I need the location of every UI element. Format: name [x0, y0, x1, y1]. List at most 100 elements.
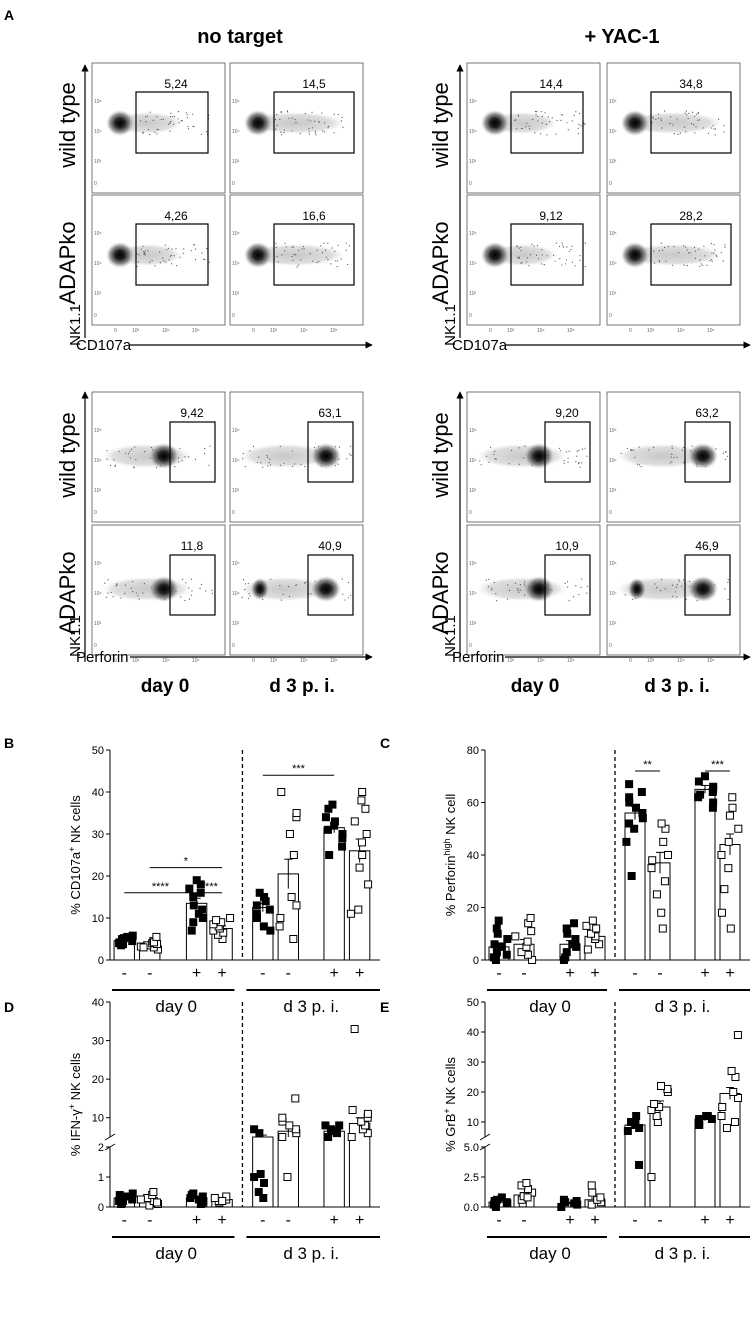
y-label-superscript: high	[442, 839, 452, 856]
facs-event-dot	[204, 447, 206, 450]
facs-event-dot	[187, 456, 189, 458]
facs-event-dot	[252, 445, 255, 447]
facs-event-dot	[529, 253, 532, 256]
facs-y-tick: 0	[232, 181, 235, 187]
facs-event-dot	[574, 265, 576, 267]
facs-event-dot	[173, 116, 175, 118]
data-point-ko	[730, 1118, 739, 1126]
y-tick-label: 20	[92, 1074, 104, 1086]
facs-event-dot	[696, 113, 698, 116]
facs-event-dot	[328, 125, 330, 127]
facs-event-dot	[303, 582, 306, 584]
facs-event-dot	[333, 132, 335, 134]
facs-event-dot	[186, 117, 188, 119]
facs-event-dot	[561, 242, 563, 244]
facs-x-tick: 10⁴	[677, 658, 685, 664]
facs-event-dot	[184, 599, 186, 602]
facs-event-dot	[342, 593, 344, 595]
facs-event-dot	[140, 248, 142, 250]
facs-event-dot	[516, 245, 518, 247]
facs-event-dot	[710, 127, 712, 129]
facs-event-dot	[191, 590, 193, 592]
y-axis-label: % Perforinhigh NK cell	[442, 794, 458, 917]
facs-event-dot	[718, 118, 720, 120]
facs-event-dot	[308, 128, 310, 130]
perforin-label-2: Perforin	[452, 649, 505, 666]
facs-event-dot	[281, 134, 283, 136]
facs-plot: 10³10³10⁴10⁴10⁵10⁵005,24	[91, 62, 226, 202]
facs-y-tick: 10⁴	[232, 129, 240, 135]
facs-x-tick: 10³	[507, 658, 515, 664]
facs-x-tick: 10⁴	[537, 328, 545, 334]
facs-event-dot	[568, 600, 570, 602]
facs-event-dot	[114, 465, 116, 467]
facs-gate	[273, 91, 355, 154]
facs-event-dot	[279, 464, 282, 466]
facs-event-dot	[663, 246, 666, 249]
facs-event-dot	[688, 112, 690, 114]
facs-plot: 10³ 10³ 10⁴ 10⁴ 10⁵ 10⁵ 0 0 46,9	[606, 524, 741, 664]
facs-gate	[307, 421, 354, 483]
facs-gate-value: 10,9	[555, 539, 579, 553]
facs-event-dot	[205, 131, 208, 133]
data-point-ko	[278, 1113, 287, 1122]
data-point-wt	[198, 905, 207, 914]
facs-event-dot	[242, 579, 245, 581]
facs-plot: 10³ 10³ 10⁴ 10⁴ 10⁵ 10⁵ 0 0 4,26	[91, 194, 226, 334]
facs-event-dot	[129, 457, 132, 459]
facs-event-dot	[280, 131, 282, 133]
facs-event-dot	[149, 111, 151, 113]
facs-event-dot	[523, 583, 525, 585]
category-label: +	[329, 965, 338, 982]
facs-event-dot	[190, 578, 192, 580]
data-point-ko	[355, 863, 364, 872]
facs-event-dot	[528, 128, 531, 130]
data-point-ko	[357, 796, 366, 805]
facs-event-dot	[690, 123, 693, 125]
facs-event-dot	[540, 133, 542, 135]
facs-x-tick: 10⁵	[192, 658, 200, 664]
data-point-ko	[724, 864, 733, 873]
facs-event-dot	[580, 586, 582, 589]
facs-event-dot	[349, 453, 351, 455]
data-point-ko	[139, 943, 148, 952]
facs-gate	[650, 91, 732, 154]
facs-event-dot	[624, 594, 626, 596]
facs-event-dot	[711, 260, 713, 262]
facs-density-core	[524, 443, 554, 469]
facs-event-dot	[106, 450, 108, 452]
facs-event-dot	[491, 587, 493, 589]
facs-event-dot	[347, 263, 349, 266]
facs-event-dot	[531, 243, 533, 245]
facs-event-dot	[494, 450, 496, 452]
facs-event-dot	[269, 464, 272, 466]
y-tick-label: 2	[98, 1142, 104, 1154]
facs-event-dot	[670, 456, 672, 458]
facs-density-core	[621, 242, 649, 268]
facs-event-dot	[256, 461, 258, 464]
facs-event-dot	[187, 125, 189, 128]
group-label: day 0	[155, 1244, 197, 1263]
facs-event-dot	[296, 266, 298, 268]
facs-density-core	[244, 110, 272, 136]
facs-event-dot	[685, 110, 687, 112]
facs-event-dot	[275, 128, 277, 130]
data-point-wt	[561, 1198, 570, 1207]
facs-y-tick: 10⁵	[94, 428, 102, 434]
facs-event-dot	[293, 463, 296, 465]
facs-event-dot	[480, 464, 482, 466]
cd107a-label-2: CD107a	[452, 337, 508, 354]
facs-event-dot	[168, 259, 170, 261]
facs-event-dot	[193, 244, 196, 246]
facs-event-dot	[541, 263, 543, 265]
facs-event-dot	[206, 247, 208, 250]
data-point-wt	[632, 803, 641, 812]
facs-event-dot	[698, 248, 700, 250]
y-label-main: % IFN-γ	[68, 1109, 83, 1156]
data-point-ko	[517, 948, 526, 957]
facs-event-dot	[713, 252, 715, 254]
facs-y-tick: 0	[94, 181, 97, 187]
facs-gate-value: 34,8	[679, 77, 703, 91]
